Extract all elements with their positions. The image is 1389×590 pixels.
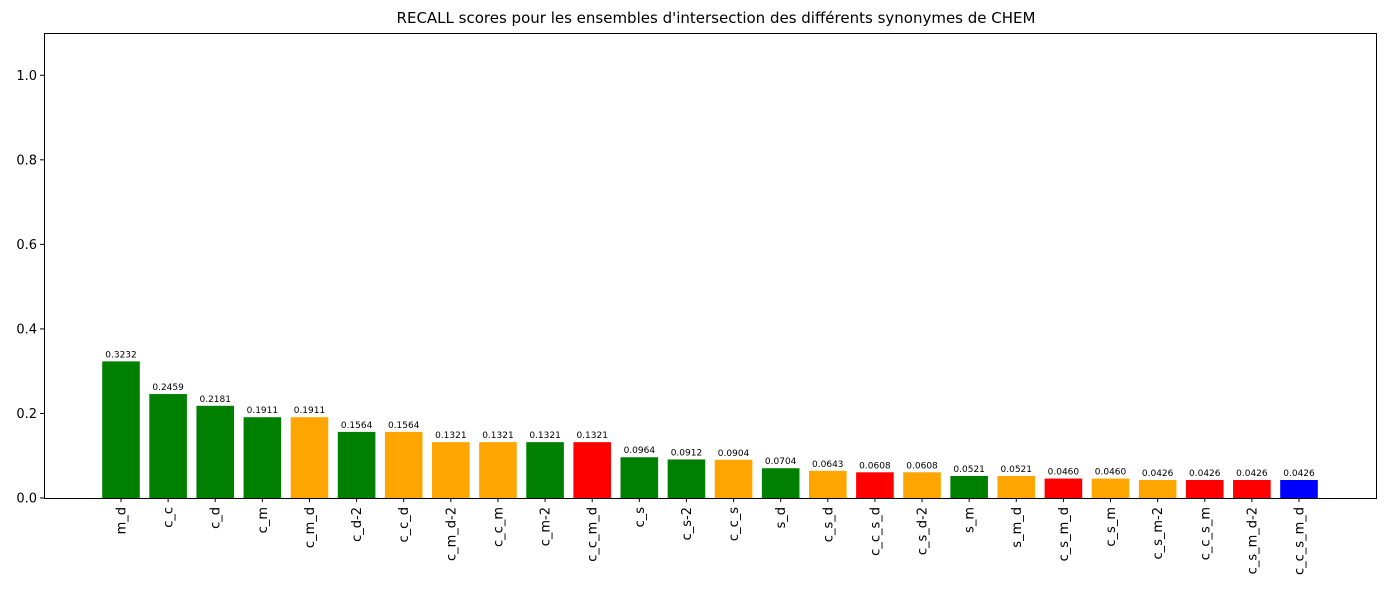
x-tick-label: c_d [209, 507, 224, 529]
value-label: 0.1911 [247, 406, 279, 416]
value-label: 0.0426 [1283, 469, 1315, 479]
value-label: 0.0608 [859, 461, 891, 471]
value-labels: 0.3232 0.2459 0.2181 0.1911 0.1911 0.1564 0.15… [105, 350, 1315, 479]
x-tick-label: c_c_s_m [1198, 507, 1213, 560]
x-tick-label: c_s_m_d [1057, 507, 1072, 561]
x-tick-label: c_c_m_d [586, 507, 601, 562]
value-label: 0.0704 [765, 457, 797, 467]
bars [102, 361, 1318, 498]
value-label: 0.0426 [1189, 469, 1221, 479]
y-tick-label: 0.6 [16, 238, 37, 253]
value-label: 0.0643 [812, 460, 844, 470]
bar-c_c_m [479, 442, 517, 498]
bar-c_s_m_d-2 [1233, 479, 1271, 498]
y-axis: 0.0 0.2 0.4 0.6 0.8 1.0 [16, 69, 44, 507]
bar-s_m [950, 475, 988, 498]
x-tick-label: c_c [162, 507, 177, 528]
bar-c_c_s_m [1185, 479, 1224, 498]
bar-c_c_d [384, 431, 423, 498]
bar-m_d [102, 361, 140, 498]
y-tick-label: 0.4 [16, 322, 37, 337]
bar-c_c_m_d [573, 442, 611, 498]
x-tick-label: c_c_s_d [868, 507, 883, 556]
chart-title: RECALL scores pour les ensembles d'inter… [397, 9, 1036, 27]
bar-c_s [620, 457, 659, 498]
x-tick-label: c_s_m_d-2 [1245, 507, 1260, 574]
bar-c_m_d [290, 417, 329, 498]
value-label: 0.1321 [529, 431, 561, 441]
bar-c_c_s [714, 459, 753, 498]
bar-c_s-2 [667, 459, 706, 498]
x-tick-label: c_c_d [397, 507, 412, 543]
bar-c_d-2 [337, 431, 376, 498]
bar-c_c_s_d [856, 472, 894, 498]
value-label: 0.1911 [294, 406, 326, 416]
x-tick-label: c_s_m-2 [1151, 507, 1166, 560]
bar-c_m-2 [526, 442, 564, 498]
x-tick-label: c_c_s_m_d [1293, 507, 1308, 575]
value-label: 0.0904 [718, 449, 750, 459]
value-label: 0.0912 [671, 448, 703, 458]
y-tick-label: 0.2 [16, 407, 37, 422]
bar-c_s_m [1091, 478, 1130, 498]
value-label: 0.1321 [576, 431, 608, 441]
bar-s_d [761, 468, 800, 498]
x-tick-label: c_m [256, 507, 271, 533]
value-label: 0.0521 [1001, 465, 1033, 475]
x-tick-label: c_s_d [821, 507, 836, 542]
x-tick-label: m_d [115, 507, 130, 534]
x-tick-label: c_c_m [491, 507, 506, 547]
x-tick-label: c_m-2 [539, 507, 554, 546]
value-label: 0.1564 [388, 421, 420, 431]
bar-c_s_m_d [1044, 478, 1083, 498]
bar-c_s_m-2 [1138, 479, 1177, 498]
bar-c_d [196, 405, 235, 498]
value-label: 0.1321 [435, 431, 467, 441]
x-tick-label: c_m_d [303, 507, 318, 548]
x-tick-label: c_m_d-2 [444, 507, 459, 561]
value-label: 0.0426 [1142, 469, 1174, 479]
x-tick-label: c_s_d-2 [916, 507, 931, 555]
y-tick-label: 0.0 [16, 492, 37, 507]
x-tick-label: c_s-2 [680, 507, 695, 540]
x-tick-label: c_d-2 [350, 507, 365, 542]
x-tick-label: c_c_s [727, 507, 742, 541]
value-label: 0.0426 [1236, 469, 1268, 479]
bar-s_m_d [997, 475, 1036, 498]
x-tick-label: c_s_m [1104, 507, 1119, 547]
plot-frame [44, 33, 1377, 499]
y-tick-label: 0.8 [16, 153, 37, 168]
value-label: 0.2181 [199, 395, 231, 405]
bar-c_s_d-2 [903, 472, 941, 498]
bar-c_m_d-2 [432, 442, 470, 498]
value-label: 0.1321 [482, 431, 514, 441]
x-axis: m_d c_c c_d c_m c_m_d c_d-2 c_c_d c_m_d-2 c_c_m c… [115, 498, 1308, 575]
value-label: 0.0964 [624, 446, 656, 456]
x-tick-label: s_m [963, 507, 978, 533]
value-label: 0.0608 [906, 461, 938, 471]
value-label: 0.3232 [105, 350, 137, 360]
x-tick-label: s_m_d [1010, 507, 1025, 548]
value-label: 0.0521 [953, 465, 985, 475]
x-tick-label: c_s [633, 507, 648, 528]
value-label: 0.2459 [152, 383, 184, 393]
bar-c_s_d [809, 470, 847, 498]
bar-c_c_s_m_d [1280, 479, 1318, 498]
value-label: 0.0460 [1048, 468, 1080, 478]
value-label: 0.0460 [1095, 468, 1127, 478]
bar-c_m [243, 417, 282, 498]
x-tick-label: s_d [774, 507, 789, 529]
value-label: 0.1564 [341, 421, 373, 431]
y-tick-label: 1.0 [16, 69, 37, 84]
bar-c_c [149, 394, 187, 498]
